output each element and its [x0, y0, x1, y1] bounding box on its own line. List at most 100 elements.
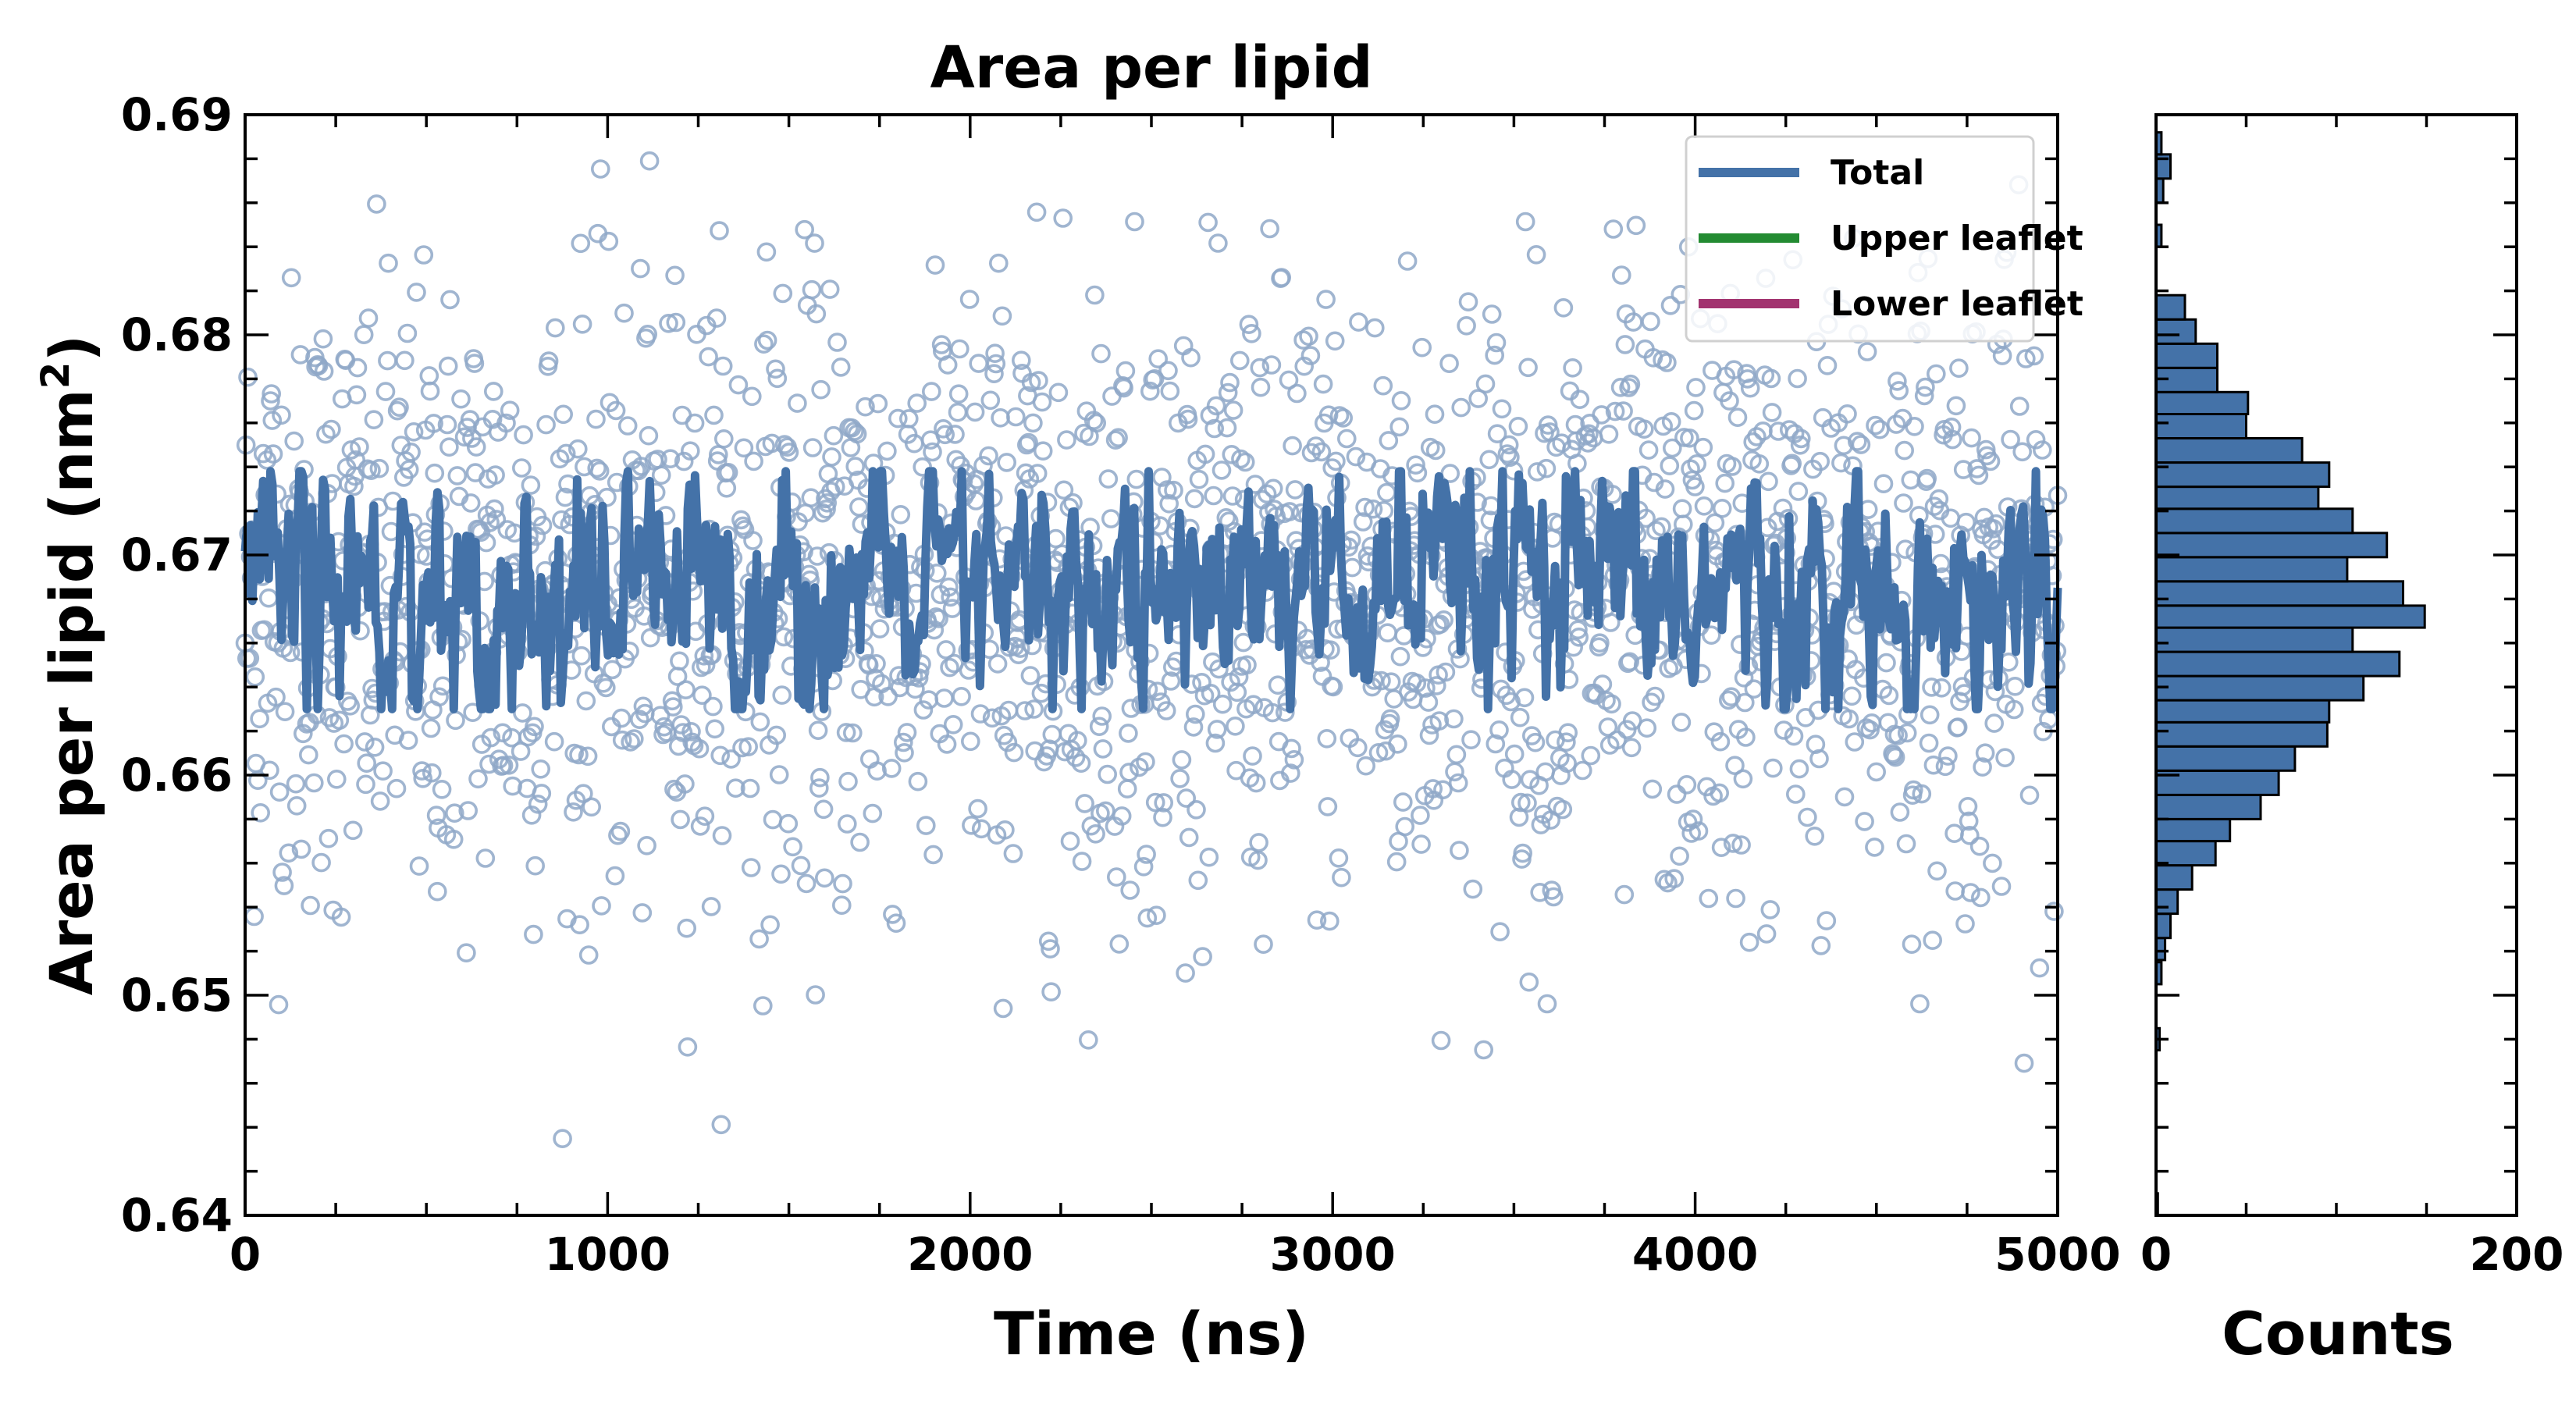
scatter-point [1158, 361, 1178, 381]
scatter-point [959, 290, 980, 309]
scatter-point [1762, 403, 1782, 422]
scatter-point [1677, 774, 1697, 795]
scatter-point [1299, 326, 1318, 347]
scatter-point [1641, 311, 1660, 332]
scatter-point [1323, 677, 1343, 697]
scatter-point [1553, 799, 1573, 820]
scatter-point [1475, 374, 1496, 394]
scatter-point [850, 832, 870, 852]
scatter-point [1740, 378, 1760, 398]
scatter-point [1866, 415, 1885, 436]
scatter-point [1434, 610, 1453, 630]
scatter-point [427, 881, 447, 902]
scatter-point [985, 343, 1005, 364]
scatter-point [572, 314, 592, 334]
scatter-point [1569, 627, 1589, 647]
scatter-point [1329, 848, 1349, 868]
scatter-point [1725, 756, 1745, 776]
scatter-point [1657, 353, 1677, 372]
scatter-point [1958, 797, 1978, 816]
scatter-point [1027, 464, 1048, 483]
scatter-point [773, 283, 793, 304]
scatter-point [1948, 717, 1968, 737]
scatter-point [1592, 405, 1611, 425]
scatter-point [1485, 345, 1504, 365]
scatter-point [437, 414, 457, 435]
scatter-point [1230, 350, 1250, 371]
scatter-point [961, 731, 980, 752]
scatter-point [1021, 372, 1041, 393]
scatter-point [1436, 662, 1456, 682]
scatter-point [1504, 744, 1525, 764]
scatter-point [802, 279, 822, 300]
scatter-point [1736, 727, 1756, 747]
scatter-point [568, 439, 588, 459]
scatter-point [269, 994, 289, 1015]
scatter-point [553, 1129, 572, 1148]
scatter-point [1788, 368, 1807, 389]
scatter-point [1368, 742, 1389, 763]
scatter-point [690, 816, 710, 836]
scatter-point [1519, 972, 1539, 992]
scatter-point [612, 730, 632, 750]
scatter-point [1731, 835, 1751, 855]
scatter-point [706, 308, 727, 328]
scatter-point [1635, 419, 1654, 439]
scatter-point [1845, 732, 1865, 752]
scatter-point [2009, 397, 2030, 416]
scatter-point [375, 382, 396, 401]
scatter-point [464, 354, 485, 373]
scatter-point [1941, 417, 1962, 437]
scatter-point [1961, 883, 1980, 902]
scatter-point [257, 450, 277, 470]
scatter-point [1851, 435, 1871, 454]
scatter-point [1239, 315, 1259, 335]
scatter-point [813, 799, 834, 820]
scatter-point [425, 463, 445, 483]
scatter-point [503, 776, 523, 796]
scatter-point [284, 431, 304, 451]
scatter-point [1012, 350, 1031, 371]
scatter-point [524, 924, 543, 944]
scatter-point [1602, 694, 1621, 714]
scatter-point [1379, 431, 1399, 450]
scatter-point [356, 774, 375, 795]
scatter-point [1144, 368, 1165, 389]
scatter-point [1946, 396, 1966, 416]
scatter-point [760, 915, 780, 935]
scatter-point [1614, 884, 1635, 905]
scatter-point [1222, 486, 1243, 506]
scatter-point [1041, 982, 1061, 1001]
scatter-point [611, 708, 632, 728]
scatter-point [807, 546, 827, 566]
scatter-point [347, 385, 367, 405]
scatter-point [1552, 433, 1571, 454]
scatter-point [965, 402, 985, 422]
scatter-point [329, 710, 350, 731]
scatter-point [1381, 672, 1401, 692]
scatter-point [728, 375, 749, 395]
scatter-point [1072, 852, 1092, 871]
scatter-point [2019, 785, 2040, 806]
scatter-point [637, 836, 656, 855]
scatter-point [696, 655, 716, 675]
scatter-point [1147, 681, 1167, 702]
scatter-point [681, 721, 701, 742]
scatter-point [357, 753, 377, 774]
scatter-point [564, 802, 583, 822]
scatter-point [1346, 446, 1366, 467]
scatter-point [1991, 877, 2012, 896]
scatter-point [597, 487, 617, 507]
scatter-point [897, 723, 917, 742]
scatter-point [1578, 433, 1598, 453]
scatter-point [1086, 824, 1105, 844]
scatter-point [1244, 695, 1263, 715]
scatter-point [1133, 857, 1154, 877]
scatter-point [1038, 931, 1059, 951]
scatter-point [1685, 477, 1705, 496]
scatter-point [334, 734, 354, 754]
scatter-point [1809, 749, 1829, 769]
scatter-point [754, 334, 774, 354]
scatter-point [481, 727, 501, 748]
scatter-point [1855, 812, 1874, 831]
